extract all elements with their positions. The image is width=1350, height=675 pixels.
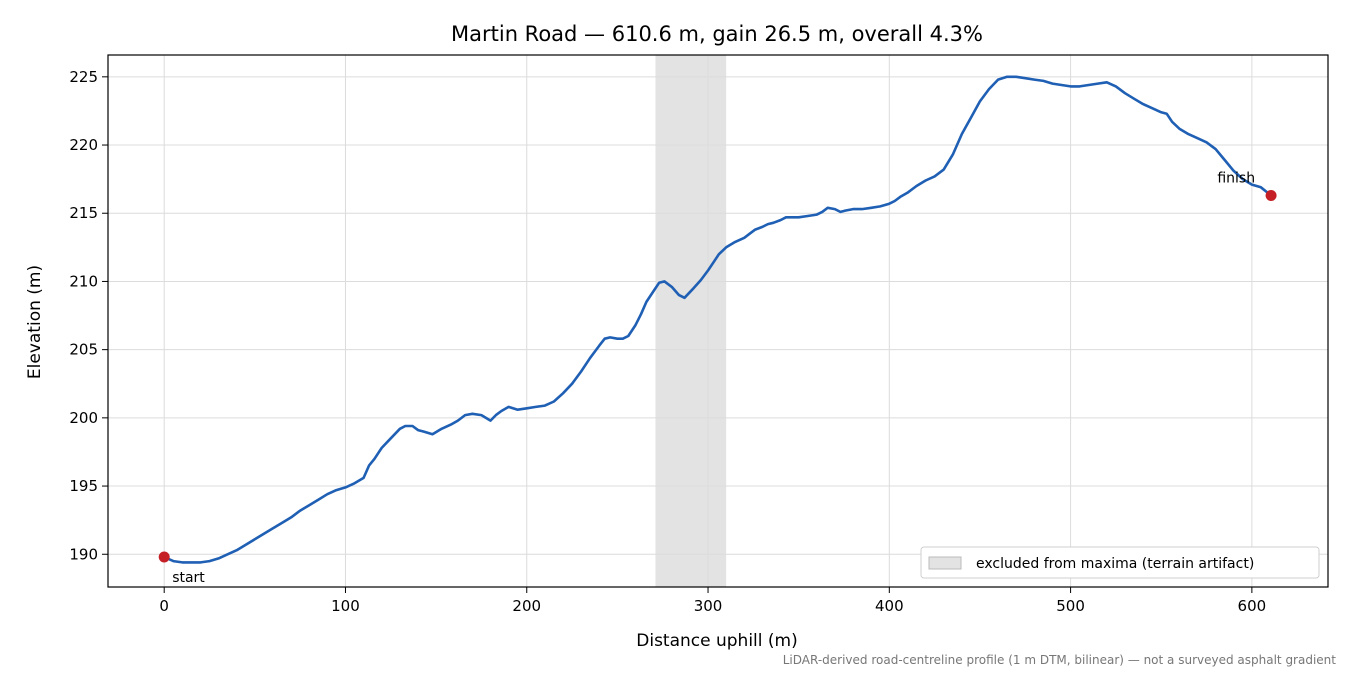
grid-layer xyxy=(108,55,1328,587)
elevation-line xyxy=(162,75,1273,564)
finish-marker xyxy=(1265,190,1277,202)
x-tick-label: 300 xyxy=(694,597,723,615)
x-axis-label: Distance uphill (m) xyxy=(636,631,797,651)
y-tick-label: 210 xyxy=(69,272,98,290)
y-tick-label: 225 xyxy=(69,68,98,86)
start-label: start xyxy=(172,570,205,586)
y-tick-label: 190 xyxy=(69,545,98,563)
legend: excluded from maxima (terrain artifact) xyxy=(920,546,1320,579)
plot-border xyxy=(107,54,1329,588)
legend-frame xyxy=(920,546,1320,579)
x-tick-label: 0 xyxy=(159,597,169,615)
finish-label: finish xyxy=(1217,171,1255,187)
x-tick-label: 500 xyxy=(1056,597,1085,615)
y-axis-label: Elevation (m) xyxy=(25,265,45,379)
y-tick-label: 195 xyxy=(69,477,98,495)
x-tick-label: 100 xyxy=(331,597,360,615)
excluded-band xyxy=(655,55,727,587)
start-marker xyxy=(158,551,170,563)
footnote: LiDAR-derived road-centreline profile (1… xyxy=(783,653,1337,667)
y-tick-label: 205 xyxy=(69,341,98,359)
plot-frame xyxy=(107,54,1329,588)
chart-title: Martin Road — 610.6 m, gain 26.5 m, over… xyxy=(451,22,983,46)
excluded-band-layer xyxy=(655,55,727,587)
y-tick-label: 220 xyxy=(69,136,98,154)
x-tick-label: 200 xyxy=(512,597,541,615)
tick-layer: 0 100 200 300 400 500 600 190 195 200 205 210 215 220… xyxy=(69,68,1266,615)
marker-layer: start finish xyxy=(158,171,1277,586)
x-tick-label: 600 xyxy=(1238,597,1267,615)
y-tick-label: 215 xyxy=(69,204,98,222)
y-tick-label: 200 xyxy=(69,409,98,427)
series-layer xyxy=(162,75,1273,564)
x-tick-label: 400 xyxy=(875,597,904,615)
legend-swatch-excluded xyxy=(928,556,962,570)
legend-label-excluded: excluded from maxima (terrain artifact) xyxy=(976,556,1254,572)
